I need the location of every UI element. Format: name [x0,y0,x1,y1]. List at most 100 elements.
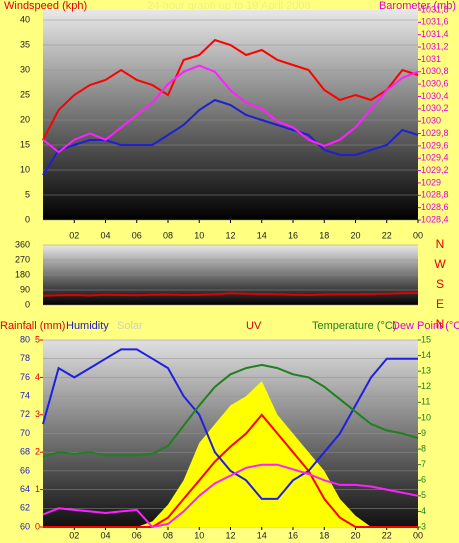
tick-label: 0 [25,214,30,224]
tick-label: 1028,8 [421,190,449,200]
plot-bg [43,10,418,220]
legend-label: Dew Point (°C [392,320,459,332]
tick-label: 1 [35,484,40,494]
compass-label: W [434,257,446,271]
tick-label: 3 [35,409,40,419]
axis-label: Windspeed (kph) [4,0,87,12]
x-tick-label: 14 [257,530,267,540]
tick-label: 68 [20,447,30,457]
tick-label: 1030,6 [421,78,449,88]
tick-label: 12 [421,381,431,391]
tick-label: 7 [421,459,426,469]
line [42,348,418,500]
tick-label: 1029,6 [421,140,449,150]
x-tick-label: 22 [382,530,392,540]
x-tick-label: 20 [350,530,360,540]
tick-label: 360 [15,239,30,249]
tick-label: 180 [15,269,30,279]
tick-label: 62 [20,503,30,513]
tick-label: 1030,8 [421,66,449,76]
line [42,292,419,297]
tick-label: 13 [421,366,431,376]
tick-label: 76 [20,372,30,382]
line [42,64,419,154]
legend-label: UV [246,320,262,332]
x-tick-label: 16 [288,530,298,540]
tick-label: 1030 [421,116,441,126]
line [42,363,419,458]
tick-label: 15 [421,334,431,344]
area [43,381,418,527]
tick-label: 70 [20,428,30,438]
tick-label: 2 [35,447,40,457]
tick-label: 1031,2 [421,41,449,51]
tick-label: 10 [421,412,431,422]
tick-label: 74 [20,390,30,400]
tick-label: 5 [35,334,40,344]
tick-label: 1029,4 [421,153,449,163]
compass-label: E [436,297,444,311]
line [42,38,419,141]
tick-label: 30 [20,64,30,74]
tick-label: 14 [421,350,431,360]
tick-label: 78 [20,353,30,363]
axis-label: Barometer (mb) [379,0,456,12]
tick-label: 5 [25,189,30,199]
x-tick-label: 10 [194,530,204,540]
chart-title: 24 hour graph up to 19 April 2008 [147,0,310,12]
x-tick-label: 02 [69,530,79,540]
tick-label: 1029,8 [421,128,449,138]
tick-label: 8 [421,443,426,453]
tick-label: 15 [20,139,30,149]
tick-label: 40 [20,14,30,24]
tick-label: 3 [421,521,426,531]
tick-label: 90 [20,284,30,294]
x-tick-label: 06 [132,230,142,240]
x-tick-label: 12 [225,230,235,240]
legend-label: Temperature (°C) [312,320,396,332]
tick-label: 64 [20,484,30,494]
legend-label: Humidity [66,320,109,332]
legend-label: Solar [117,320,143,332]
tick-label: 1030,2 [421,103,449,113]
tick-label: 6 [421,475,426,485]
tick-label: 66 [20,465,30,475]
tick-label: 1031,4 [421,29,449,39]
tick-label: 1029,2 [421,165,449,175]
x-tick-label: 00 [413,230,423,240]
x-tick-label: 00 [413,530,423,540]
tick-label: 0 [25,299,30,309]
x-tick-label: 10 [194,230,204,240]
tick-label: 60 [20,521,30,531]
x-tick-label: 04 [100,530,110,540]
compass-label: N [436,317,445,331]
tick-label: 25 [20,89,30,99]
x-tick-label: 20 [350,230,360,240]
tick-label: 9 [421,428,426,438]
tick-label: 1028,4 [421,214,449,224]
tick-label: 1028,6 [421,202,449,212]
x-tick-label: 12 [225,530,235,540]
line [42,463,419,529]
tick-label: 1031 [421,54,441,64]
tick-label: 270 [15,254,30,264]
x-tick-label: 08 [163,530,173,540]
tick-label: 1029 [421,177,441,187]
tick-label: 80 [20,334,30,344]
tick-label: 5 [421,490,426,500]
tick-label: 11 [421,397,430,407]
x-tick-label: 02 [69,230,79,240]
tick-label: 20 [20,114,30,124]
x-tick-label: 08 [163,230,173,240]
x-tick-label: 06 [132,530,142,540]
line [43,413,418,528]
tick-label: 4 [35,372,40,382]
compass-label: S [436,277,444,291]
tick-label: 4 [421,506,426,516]
tick-label: 0 [35,521,40,531]
tick-label: 1031,8 [421,4,449,14]
x-tick-label: 04 [100,230,110,240]
x-tick-label: 18 [319,530,329,540]
x-tick-label: 14 [257,230,267,240]
